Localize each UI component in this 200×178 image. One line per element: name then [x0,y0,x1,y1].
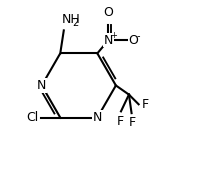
Text: F: F [142,98,149,111]
Text: N: N [104,34,113,47]
Text: O: O [128,34,138,47]
Text: O: O [104,6,113,19]
Text: 2: 2 [72,18,78,28]
Text: -: - [136,31,140,41]
Text: F: F [129,116,136,129]
Text: +: + [110,31,117,40]
Text: Cl: Cl [26,111,38,124]
Text: NH: NH [62,13,81,26]
Text: N: N [37,79,46,92]
Text: F: F [117,114,124,128]
Text: N: N [93,111,102,124]
